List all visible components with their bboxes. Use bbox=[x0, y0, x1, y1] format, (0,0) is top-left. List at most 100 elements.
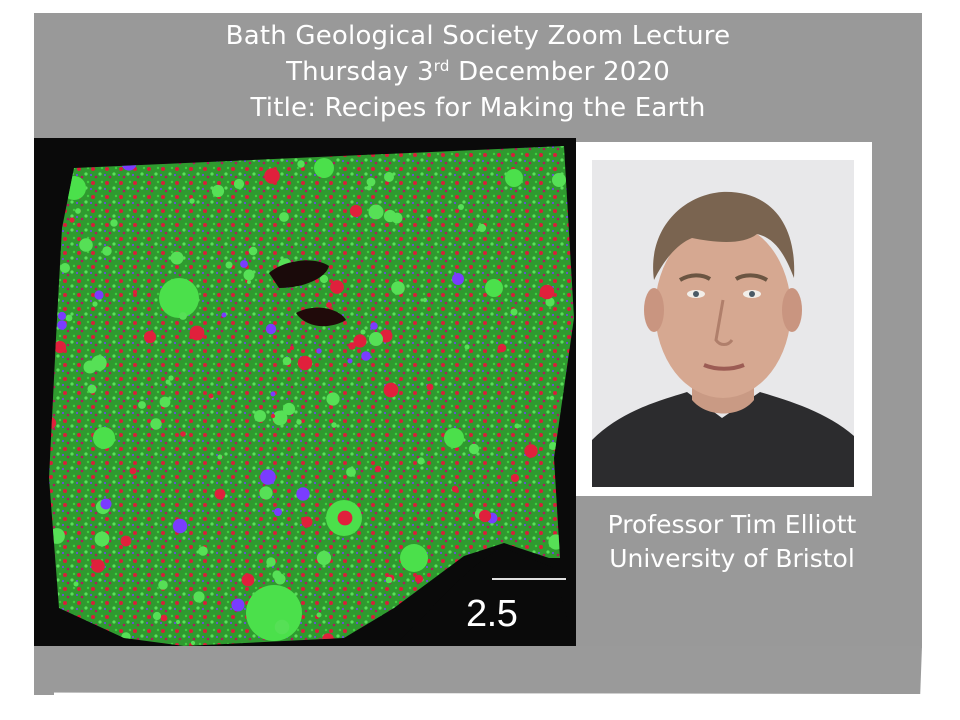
mineral-grain bbox=[282, 402, 296, 416]
mineral-grain bbox=[91, 559, 105, 573]
dark-void bbox=[269, 260, 329, 288]
meteorite-thin-section-image: 2.5 mm bbox=[34, 138, 576, 646]
mineral-grain bbox=[266, 557, 276, 567]
mineral-grain bbox=[297, 355, 313, 371]
mineral-grain bbox=[180, 431, 186, 437]
mineral-grain bbox=[353, 334, 367, 348]
mineral-grain bbox=[172, 518, 188, 534]
mineral-grain bbox=[524, 444, 538, 458]
mineral-grain bbox=[316, 612, 322, 618]
mineral-grain bbox=[452, 273, 464, 285]
mineral-grain bbox=[198, 546, 208, 556]
mineral-grain bbox=[545, 297, 555, 307]
scale-bar bbox=[492, 578, 566, 580]
mineral-grain bbox=[369, 332, 383, 346]
mineral-grain bbox=[83, 360, 97, 374]
mineral-grain bbox=[49, 289, 50, 301]
mineral-grain bbox=[426, 383, 434, 391]
mineral-grain bbox=[117, 146, 131, 147]
mineral-grain bbox=[326, 392, 340, 406]
mineral-grain bbox=[319, 274, 329, 284]
mineral-grain bbox=[99, 146, 113, 151]
mineral-grain bbox=[274, 508, 282, 516]
mineral-grain bbox=[190, 640, 196, 646]
mineral-grain bbox=[132, 289, 138, 295]
mineral-grain bbox=[248, 246, 258, 256]
mineral-grain bbox=[272, 570, 282, 580]
speaker-portrait bbox=[592, 160, 854, 487]
mineral-grain bbox=[168, 375, 174, 381]
mineral-grain bbox=[211, 184, 225, 198]
mineral-grain bbox=[539, 284, 555, 300]
mineral-grain bbox=[316, 348, 322, 354]
mineral-grain bbox=[427, 216, 433, 222]
mineral-grain bbox=[94, 290, 104, 300]
mineral-grain bbox=[138, 401, 146, 409]
mineral-grain bbox=[279, 212, 289, 222]
mineral-grain bbox=[120, 535, 132, 547]
mineral-grain bbox=[349, 204, 363, 218]
mineral-grain bbox=[451, 485, 459, 493]
mineral-grain bbox=[458, 204, 464, 210]
mineral-grain bbox=[296, 419, 302, 425]
mineral-grain bbox=[87, 384, 97, 394]
mineral-grain bbox=[274, 619, 290, 635]
mineral-grain bbox=[417, 457, 425, 465]
mineral-grain bbox=[34, 627, 42, 638]
mineral-grain bbox=[165, 379, 171, 385]
mineral-grain bbox=[75, 208, 81, 214]
mineral-grain bbox=[330, 280, 344, 294]
footer-background bbox=[34, 646, 922, 694]
meteorite-map bbox=[34, 138, 574, 646]
slide-header: Bath Geological Society Zoom Lecture Thu… bbox=[34, 18, 922, 126]
mineral-grain bbox=[322, 633, 334, 645]
mineral-grain bbox=[477, 223, 487, 233]
mineral-grain bbox=[193, 591, 205, 603]
chondrule bbox=[246, 585, 302, 641]
mineral-grain bbox=[160, 614, 168, 622]
mineral-grain bbox=[282, 356, 292, 366]
chondrule bbox=[62, 176, 86, 200]
mineral-grain bbox=[34, 380, 39, 390]
mineral-grain bbox=[110, 219, 118, 227]
mineral-grain bbox=[259, 486, 273, 500]
event-title: Bath Geological Society Zoom Lecture bbox=[225, 21, 731, 51]
mineral-grain bbox=[122, 154, 128, 160]
mineral-grain bbox=[548, 534, 564, 550]
mineral-grain bbox=[370, 322, 378, 330]
mineral-grain bbox=[49, 416, 57, 430]
mineral-grain bbox=[552, 173, 566, 187]
mineral-grain bbox=[270, 413, 276, 419]
mineral-grain bbox=[241, 573, 255, 587]
chondrule bbox=[444, 428, 464, 448]
mineral-grain bbox=[121, 155, 137, 171]
mineral-grain bbox=[170, 251, 184, 265]
mineral-grain bbox=[331, 422, 337, 428]
mineral-grain bbox=[383, 209, 397, 223]
mineral-grain bbox=[391, 281, 405, 295]
mineral-grain bbox=[176, 620, 180, 624]
mineral-grain bbox=[49, 209, 54, 223]
mineral-grain bbox=[270, 391, 276, 397]
speaker-affiliation: University of Bristol bbox=[609, 544, 855, 573]
event-date: Thursday 3rd December 2020 bbox=[286, 57, 670, 87]
mineral-grain bbox=[549, 395, 555, 401]
mineral-grain bbox=[346, 467, 356, 477]
mineral-grain bbox=[92, 301, 98, 307]
mineral-grain bbox=[329, 146, 337, 154]
mineral-grain bbox=[143, 330, 157, 344]
mineral-grain bbox=[179, 312, 187, 320]
mineral-grain bbox=[464, 344, 470, 350]
mineral-grain bbox=[560, 138, 565, 143]
mineral-grain bbox=[360, 329, 366, 335]
mineral-grain bbox=[208, 393, 214, 399]
mineral-grain bbox=[374, 465, 382, 473]
mineral-grain bbox=[260, 469, 276, 485]
mineral-grain bbox=[326, 302, 332, 308]
mineral-grain bbox=[301, 516, 313, 528]
mineral-grain bbox=[422, 297, 428, 303]
mineral-grain bbox=[337, 510, 353, 526]
mineral-grain bbox=[129, 467, 137, 475]
chondrule bbox=[159, 278, 199, 318]
mineral-grain bbox=[296, 487, 310, 501]
